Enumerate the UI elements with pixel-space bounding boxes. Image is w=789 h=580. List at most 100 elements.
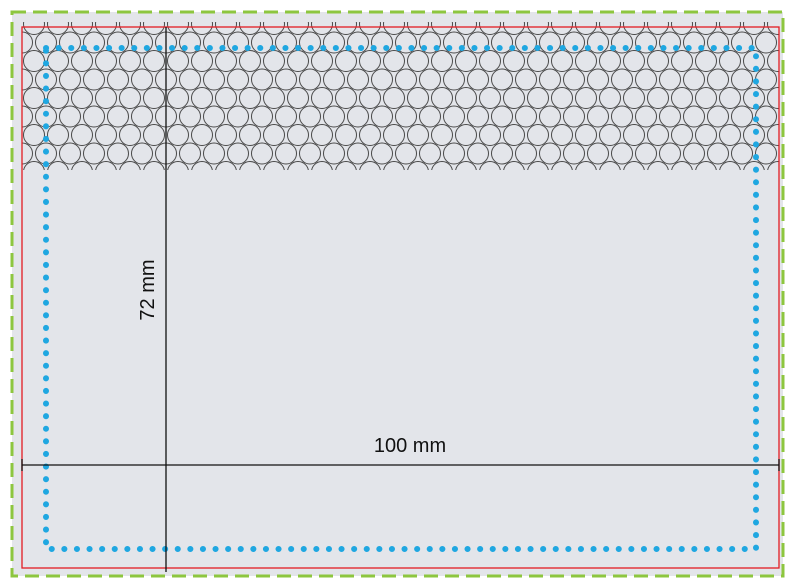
bubble-circle <box>611 105 633 128</box>
bubble-circle <box>407 161 429 170</box>
bubble-circle <box>527 22 549 35</box>
bubble-circle <box>395 142 417 165</box>
bubble-circle <box>191 50 213 72</box>
bubble-circle <box>167 50 189 72</box>
bubble-circle <box>719 87 741 109</box>
bubble-circle <box>239 22 261 35</box>
bubble-circle <box>419 31 441 54</box>
bubble-circle <box>539 31 561 54</box>
bubble-circle <box>467 31 489 54</box>
bubble-circle <box>575 87 597 109</box>
bubble-circle <box>22 142 33 165</box>
bubble-circle <box>491 31 513 54</box>
bubble-circle <box>335 87 357 109</box>
bubble-circle <box>623 124 645 146</box>
bubble-circle <box>551 124 573 146</box>
bubble-circle <box>623 22 645 35</box>
bubble-circle <box>383 161 405 170</box>
bubble-circle <box>251 105 273 128</box>
bubble-circle <box>443 68 465 91</box>
bubble-circle <box>527 161 549 170</box>
bubble-circle <box>347 105 369 128</box>
bubble-circle <box>431 87 453 109</box>
bubble-circle <box>59 105 81 128</box>
bubble-circle <box>539 142 561 165</box>
bubble-circle <box>647 50 669 72</box>
bubble-circle <box>455 50 477 72</box>
bubble-circle <box>335 161 357 170</box>
bubble-circle <box>707 31 729 54</box>
bubble-circle <box>47 87 69 109</box>
bubble-circle <box>263 22 285 35</box>
bubble-circle <box>431 161 453 170</box>
bubble-circle <box>551 87 573 109</box>
bubble-circle <box>383 22 405 35</box>
bubble-circle <box>323 105 345 128</box>
bubble-circle <box>347 142 369 165</box>
bubble-circle <box>647 87 669 109</box>
bubble-circle <box>527 87 549 109</box>
bubble-circle <box>599 87 621 109</box>
bubble-circle <box>623 50 645 72</box>
bubble-circle <box>275 142 297 165</box>
bubble-circle <box>22 105 33 128</box>
bubble-circle <box>647 22 669 35</box>
bubble-circle <box>659 105 681 128</box>
bubble-circle <box>695 124 717 146</box>
bubble-circle <box>359 50 381 72</box>
bubble-circle <box>539 105 561 128</box>
bubble-circle <box>719 22 741 35</box>
bubble-circle <box>551 161 573 170</box>
bubble-circle <box>467 142 489 165</box>
bubble-circle <box>575 50 597 72</box>
bubble-pattern <box>22 22 779 170</box>
bubble-circle <box>527 124 549 146</box>
bubble-circle <box>71 161 93 170</box>
bubble-circle <box>455 161 477 170</box>
bubble-circle <box>383 50 405 72</box>
bubble-circle <box>515 105 537 128</box>
bubble-circle <box>659 31 681 54</box>
bubble-circle <box>95 124 117 146</box>
bubble-circle <box>227 105 249 128</box>
bubble-circle <box>563 68 585 91</box>
bubble-circle <box>239 124 261 146</box>
bubble-circle <box>719 161 741 170</box>
bubble-circle <box>419 105 441 128</box>
bubble-circle <box>215 22 237 35</box>
bubble-circle <box>683 142 705 165</box>
bubble-circle <box>755 142 777 165</box>
bubble-circle <box>695 22 717 35</box>
bubble-circle <box>395 31 417 54</box>
bubble-circle <box>275 68 297 91</box>
bubble-circle <box>83 31 105 54</box>
bubble-circle <box>623 161 645 170</box>
bubble-circle <box>395 105 417 128</box>
bubble-circle <box>119 22 141 35</box>
bubble-circle <box>47 124 69 146</box>
bubble-circle <box>227 68 249 91</box>
bubble-circle <box>239 87 261 109</box>
bubble-circle <box>371 142 393 165</box>
bubble-circle <box>22 68 33 91</box>
bubble-circle <box>515 68 537 91</box>
bubble-circle <box>215 161 237 170</box>
bubble-circle <box>203 68 225 91</box>
bubble-circle <box>299 68 321 91</box>
bubble-circle <box>731 105 753 128</box>
bubble-circle <box>611 68 633 91</box>
bubble-circle <box>563 31 585 54</box>
bubble-circle <box>215 124 237 146</box>
trim-line <box>21 26 780 569</box>
width-dimension-label: 100 mm <box>374 435 446 457</box>
bubble-circle <box>371 31 393 54</box>
template-background <box>12 12 783 576</box>
bubble-circle <box>191 22 213 35</box>
safe-zone-line <box>43 45 759 552</box>
bubble-circle <box>455 87 477 109</box>
bubble-circle <box>731 68 753 91</box>
height-dimension-label: 72 mm <box>137 259 159 320</box>
bubble-circle <box>767 124 779 146</box>
bubble-circle <box>587 105 609 128</box>
